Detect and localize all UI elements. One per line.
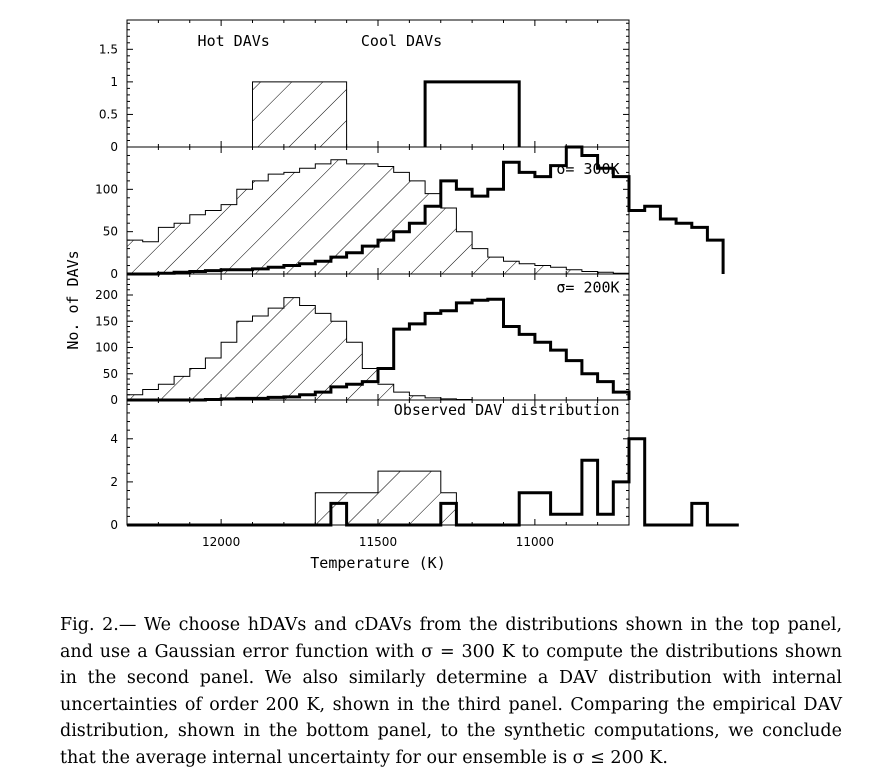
panel-label-top: Cool DAVs xyxy=(361,32,442,50)
panel-top: 0 0.5 1 1.5 Hot DAVs Cool DAVs xyxy=(99,19,630,154)
hatched-histogram-sigma200 xyxy=(126,297,473,401)
y-tick-label-sigma200: 50 xyxy=(103,367,118,381)
figure-caption: Fig. 2.— We choose hDAVs and cDAVs from … xyxy=(60,612,842,771)
y-tick-label-sigma300: 50 xyxy=(103,225,118,239)
y-tick-label-top: 1.5 xyxy=(99,42,118,56)
y-tick-label-sigma300: 100 xyxy=(95,182,118,196)
hatched-histogram-sigma300 xyxy=(126,159,630,275)
y-tick-label-observed: 4 xyxy=(110,432,118,446)
hatched-histogram-top xyxy=(252,81,348,148)
y-tick-label-top: 1 xyxy=(110,75,118,89)
histogram-figure: 0 0.5 1 1.5 Hot DAVs Cool DAVs 0 50 100 σ= 300K 0 5… xyxy=(64,19,739,572)
y-tick-label-sigma200: 100 xyxy=(95,341,118,355)
y-tick-label-sigma200: 150 xyxy=(95,314,118,328)
bold-histogram-top xyxy=(423,80,521,147)
x-tick-label: 11500 xyxy=(359,535,397,549)
panel-observed: 0 2 4 Observed DAV distribution xyxy=(110,399,739,532)
y-tick-label-top: 0 xyxy=(110,140,118,154)
y-tick-label-observed: 2 xyxy=(110,475,118,489)
x-tick-label: 11000 xyxy=(516,535,554,549)
panel-label-sigma200: σ= 200K xyxy=(556,278,619,296)
y-tick-label-sigma200: 0 xyxy=(110,393,118,407)
x-tick-label: 12000 xyxy=(202,535,240,549)
x-axis-title: Temperature (K) xyxy=(310,554,445,572)
y-axis-title: No. of DAVs xyxy=(64,250,82,349)
bold-histogram-sigma200 xyxy=(127,297,631,402)
panel-label-observed: Observed DAV distribution xyxy=(394,401,620,419)
caption-label: Fig. 2. xyxy=(60,615,119,635)
y-tick-label-sigma300: 0 xyxy=(110,267,118,281)
x-axis-ticks: 12000 11500 11000 xyxy=(202,535,554,549)
panel-label-sigma300: σ= 300K xyxy=(556,160,619,178)
panel-label-top: Hot DAVs xyxy=(198,32,270,50)
panels-group: 0 0.5 1 1.5 Hot DAVs Cool DAVs 0 50 100 σ= 300K 0 5… xyxy=(95,19,739,532)
panel-sigma300: 0 50 100 σ= 300K xyxy=(95,145,725,281)
y-tick-label-observed: 0 xyxy=(110,518,118,532)
caption-text: — We choose hDAVs and cDAVs from the dis… xyxy=(60,615,843,768)
y-tick-label-sigma200: 200 xyxy=(95,288,118,302)
panel-sigma200: 0 50 100 150 200 σ= 200K xyxy=(95,273,631,407)
y-tick-label-top: 0.5 xyxy=(99,107,118,121)
hatched-histogram-observed xyxy=(127,470,457,526)
